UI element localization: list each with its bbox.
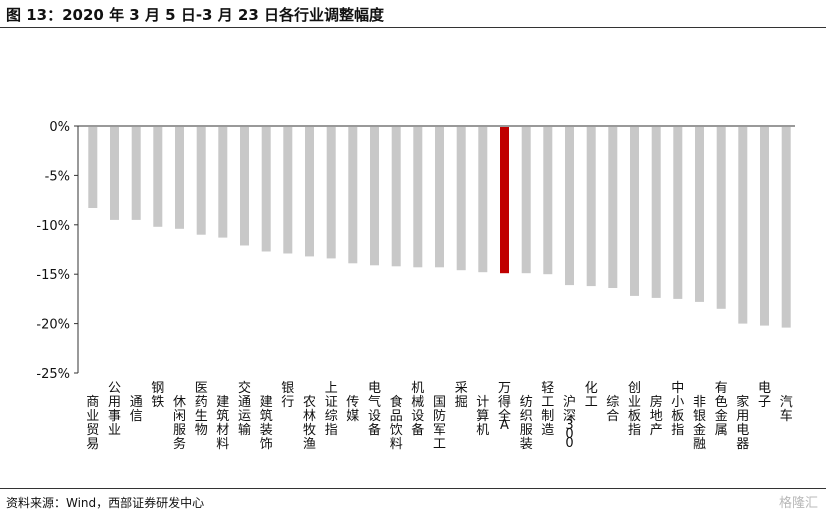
- x-tick-label: 电气设备: [368, 381, 381, 438]
- bar: [500, 127, 509, 274]
- x-tick-label: 房地产: [650, 394, 663, 438]
- x-tick-label: 汽车: [780, 395, 793, 424]
- x-tick-label: 农林牧渔: [303, 395, 316, 452]
- bar: [305, 127, 314, 257]
- bar: [781, 127, 791, 328]
- source-note: 资料来源：Wind，西部证券研发中心: [6, 496, 205, 510]
- x-tick-label: 采掘: [455, 381, 468, 410]
- bar: [110, 127, 119, 220]
- bar: [521, 127, 531, 274]
- bar: [435, 127, 444, 268]
- x-tick-label: 中小板指: [671, 381, 684, 438]
- x-tick-label: 机械设备: [411, 381, 424, 438]
- x-tick-label: 万得全 A: [498, 381, 511, 433]
- bar: [478, 127, 488, 273]
- bar: [456, 127, 466, 271]
- x-tick-label: 化工: [585, 381, 598, 410]
- bar: [565, 127, 574, 286]
- x-tick-label: 建筑装饰: [260, 395, 273, 452]
- x-tick-label: 建筑材料: [216, 395, 229, 452]
- bar: [586, 127, 596, 287]
- x-tick-label: 综合: [606, 395, 619, 424]
- bar: [651, 127, 661, 298]
- bar: [543, 127, 553, 275]
- y-tick-label: -15%: [36, 268, 70, 283]
- x-tick-label: 交通运输: [238, 380, 251, 438]
- chart-title: 图 13：2020 年 3 月 5 日-3 月 23 日各行业调整幅度: [6, 6, 385, 24]
- bar: [673, 127, 683, 299]
- bar: [630, 127, 639, 296]
- bar: [348, 127, 358, 264]
- bars: [88, 127, 791, 328]
- bar: [738, 127, 748, 324]
- x-tick-label: 有色金属: [715, 381, 728, 438]
- bar: [413, 127, 423, 268]
- y-tick-label: -20%: [36, 318, 70, 333]
- bar: [261, 127, 271, 252]
- y-axis: 0% -5% -10% -15% -20% -25%: [36, 120, 795, 382]
- bar: [218, 127, 228, 238]
- bar: [88, 127, 98, 208]
- x-tick-label: 食品饮料: [390, 394, 403, 452]
- x-tick-label: 轻工制造: [541, 381, 554, 438]
- bar: [283, 127, 293, 254]
- x-tick-label: 纺织服装: [520, 395, 533, 452]
- bar: [175, 127, 184, 229]
- x-tick-label: 家用电器: [736, 394, 749, 452]
- bar: [196, 127, 206, 235]
- bar: [716, 127, 726, 309]
- watermark-logo: 格隆汇: [778, 496, 818, 511]
- bar: [240, 127, 249, 246]
- bar: [760, 127, 769, 326]
- x-tick-label: 沪深 3 0 0: [563, 394, 576, 451]
- x-tick-label: 计算机: [476, 395, 489, 438]
- bar: [608, 127, 618, 288]
- x-tick-label: 上证综指: [325, 381, 338, 438]
- x-tick-label: 医药生物: [195, 381, 208, 438]
- y-tick-label: -5%: [45, 169, 70, 184]
- y-tick-label: -10%: [36, 219, 70, 234]
- x-tick-label: 国防军工: [433, 395, 446, 452]
- bar: [131, 127, 141, 220]
- x-tick-label: 创业板指: [628, 381, 641, 438]
- x-tick-label: 公用事业: [108, 381, 121, 438]
- x-tick-label: 电子: [758, 381, 771, 410]
- bar: [391, 127, 401, 267]
- x-tick-label: 钢铁: [151, 381, 164, 410]
- x-tick-label: 银行: [281, 381, 294, 410]
- x-tick-label: 通信: [130, 395, 143, 424]
- bar: [326, 127, 336, 259]
- x-tick-label: 非银金融: [693, 395, 706, 452]
- x-tick-label: 商业贸易: [86, 395, 99, 452]
- top-rule: [0, 27, 826, 28]
- bar: [370, 127, 379, 266]
- y-tick-label: 0%: [49, 120, 70, 135]
- x-tick-label: 休闲服务: [173, 395, 186, 452]
- bar: [695, 127, 704, 302]
- bottom-rule: [0, 488, 826, 489]
- x-tick-label: 传媒: [346, 395, 359, 424]
- y-tick-label: -25%: [36, 367, 70, 382]
- bar: [153, 127, 163, 227]
